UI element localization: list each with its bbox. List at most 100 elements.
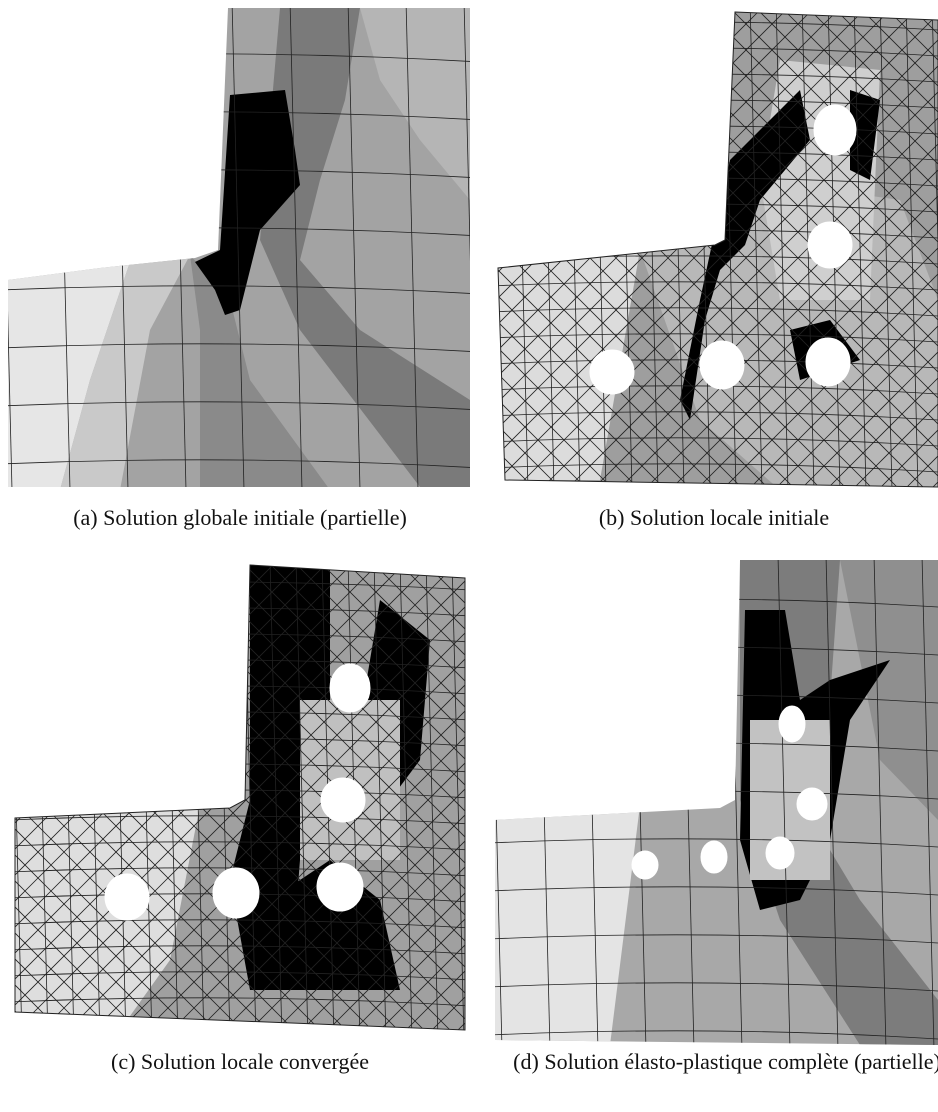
- mesh-line: [498, 12, 693, 487]
- mesh-line: [498, 12, 719, 487]
- mesh-line: [498, 437, 938, 447]
- mesh-line: [8, 459, 470, 469]
- mesh-line: [773, 12, 938, 487]
- mesh-line: [777, 560, 791, 1045]
- mesh-line: [269, 565, 283, 1030]
- caption-d: (d) Solution élasto-plastique complète (…: [492, 1047, 938, 1077]
- mesh-line: [495, 838, 938, 848]
- mesh-line: [513, 12, 938, 487]
- mesh-line: [15, 565, 227, 1030]
- caption-text: Solution locale initiale: [629, 505, 830, 530]
- mesh-line: [498, 12, 589, 487]
- mesh-line: [317, 565, 465, 1030]
- mesh-line: [57, 565, 465, 1030]
- mesh-line: [825, 560, 839, 1045]
- mesh-line: [695, 12, 938, 487]
- mesh-line: [498, 333, 938, 343]
- mesh-line: [135, 565, 465, 1030]
- mesh-line: [498, 411, 938, 421]
- mesh-line: [8, 343, 470, 353]
- mesh-line: [239, 565, 465, 1030]
- mesh-line: [15, 565, 97, 1030]
- caption-text: Solution locale convergée: [140, 1049, 369, 1074]
- mesh-line: [498, 281, 938, 291]
- mesh-line: [369, 565, 465, 1030]
- mesh-line: [347, 8, 361, 487]
- mesh-line: [498, 463, 938, 473]
- panel-c: [15, 565, 465, 1030]
- mesh-line: [495, 982, 938, 992]
- caption-text: Solution globale initiale (partielle): [103, 505, 407, 530]
- mesh-line: [265, 565, 465, 1030]
- mesh-line: [291, 565, 465, 1030]
- caption-text: Solution élasto-plastique complète (part…: [544, 1049, 938, 1074]
- mesh-line: [213, 565, 465, 1030]
- mesh-line: [498, 12, 641, 487]
- mesh-line: [8, 401, 470, 411]
- mesh-line: [721, 12, 938, 487]
- mesh-line: [463, 8, 470, 487]
- mesh-line: [498, 12, 615, 487]
- mesh-line: [0, 0, 480, 4]
- mesh-line: [669, 12, 938, 487]
- mesh-line: [399, 565, 413, 1030]
- mesh-line: [490, 0, 938, 4]
- mesh-line: [8, 8, 13, 487]
- mesh-line: [239, 565, 465, 1030]
- mesh-line: [799, 12, 938, 487]
- mesh-line: [643, 12, 938, 487]
- mesh-line: [747, 12, 938, 487]
- mesh-line: [187, 565, 465, 1030]
- mesh-line: [15, 565, 253, 1030]
- mesh-line: [343, 565, 465, 1030]
- mesh-line: [289, 8, 303, 487]
- mesh-line: [498, 12, 938, 487]
- panel-outlines: [14, 11, 938, 1031]
- mesh-line: [495, 886, 938, 896]
- caption-label: (a): [73, 505, 98, 530]
- mesh: [0, 0, 480, 487]
- mesh-line: [295, 565, 309, 1030]
- caption-label: (d): [513, 1049, 539, 1074]
- mesh-line: [851, 12, 938, 487]
- mesh-line: [695, 12, 938, 487]
- mesh-line: [825, 12, 938, 487]
- mesh-line: [617, 12, 938, 487]
- mesh-line: [15, 565, 175, 1030]
- mesh-line: [15, 565, 149, 1030]
- mesh-line: [721, 12, 938, 487]
- mesh-line: [498, 12, 503, 487]
- mesh-line: [265, 565, 465, 1030]
- mesh-line: [498, 307, 938, 317]
- mesh-line: [539, 12, 938, 487]
- mesh-line: [873, 560, 887, 1045]
- mesh-line: [161, 565, 465, 1030]
- caption-label: (c): [111, 1049, 136, 1074]
- mesh-line: [747, 12, 938, 487]
- mesh-line: [799, 12, 938, 487]
- mesh-line: [15, 565, 465, 1030]
- mesh-line: [15, 565, 123, 1030]
- caption-label: (b): [598, 505, 625, 530]
- mesh-line: [921, 560, 935, 1045]
- mesh-line: [495, 1030, 938, 1040]
- mesh-line: [369, 565, 465, 1030]
- caption-c: (c) Solution locale convergée: [0, 1047, 480, 1077]
- mesh-line: [495, 934, 938, 944]
- mesh-line: [498, 12, 667, 487]
- mesh-line: [405, 8, 419, 487]
- caption-d-frame: (d) Solution élasto-plastique complète (…: [490, 1047, 938, 1112]
- mesh-line: [490, 551, 938, 559]
- panel-d: [495, 560, 938, 1045]
- mesh-line: [15, 565, 201, 1030]
- mesh-line: [851, 12, 938, 487]
- mesh-line: [451, 565, 465, 1030]
- caption-a: (a) Solution globale initiale (partielle…: [0, 503, 480, 533]
- mesh-line: [773, 12, 938, 487]
- mesh-line: [31, 565, 465, 1030]
- mesh-line: [373, 565, 387, 1030]
- caption-b: (b) Solution locale initiale: [490, 503, 938, 533]
- mesh-line: [317, 565, 465, 1030]
